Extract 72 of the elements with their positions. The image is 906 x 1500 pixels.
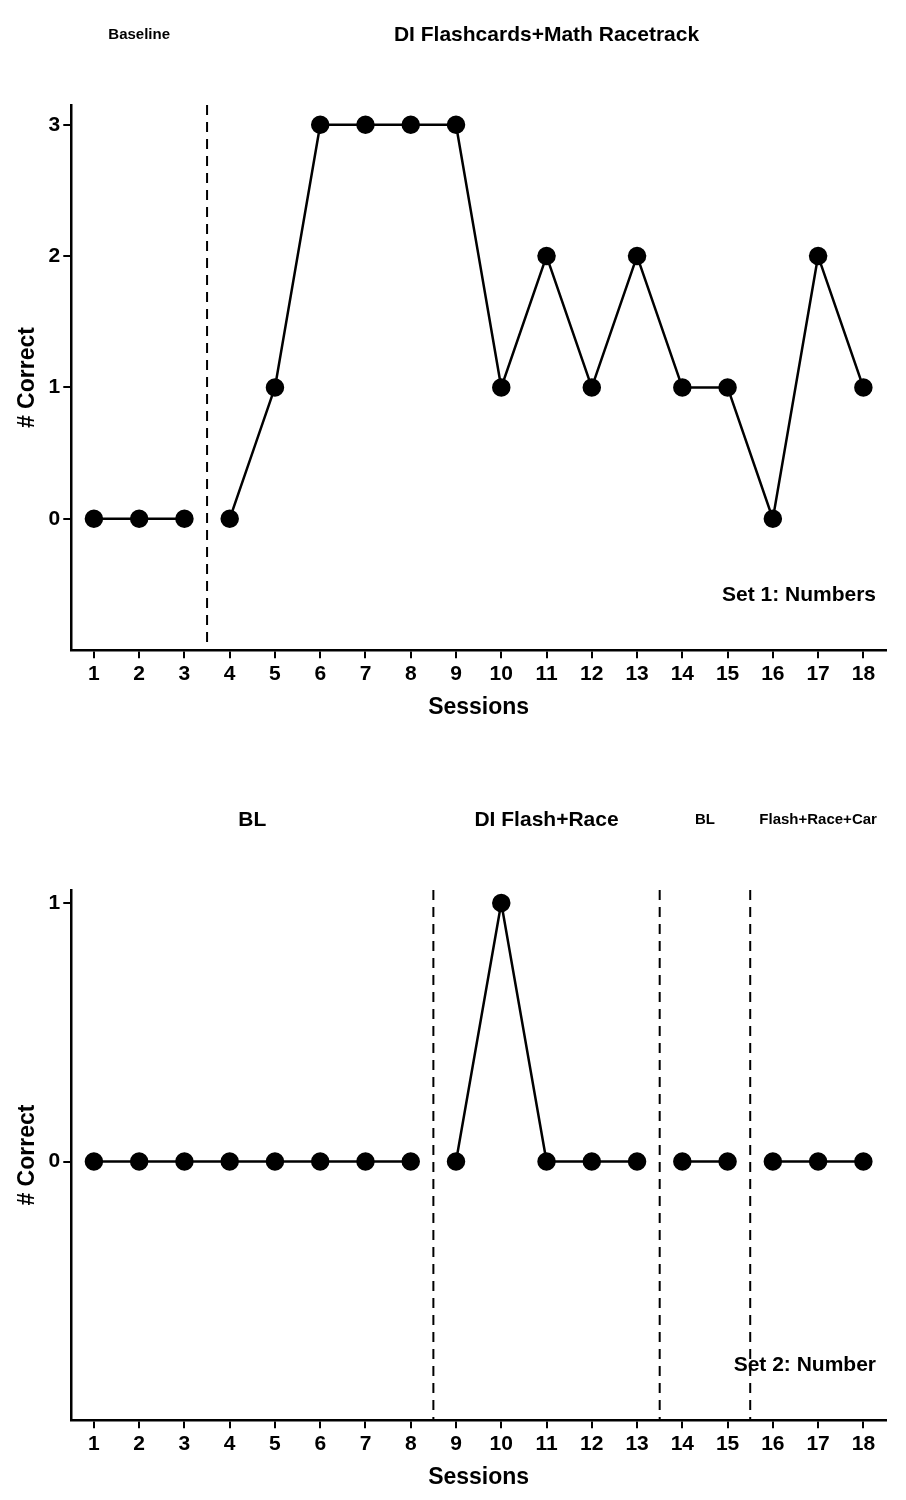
x-tick-label: 17: [806, 1430, 830, 1454]
point: [582, 378, 602, 397]
text: DI Flash+Race: [474, 806, 619, 830]
x-tick-label: 14: [670, 1430, 695, 1454]
point: [492, 378, 511, 397]
y-tick-label: 1: [48, 374, 61, 398]
point: [446, 115, 466, 134]
x-tick-label: 7: [359, 660, 372, 684]
y-tick-label: 0: [48, 1148, 61, 1172]
x-axis-title: Sessions: [428, 1462, 530, 1489]
point: [808, 246, 828, 266]
point: [220, 509, 239, 529]
x-tick-label: 3: [178, 660, 191, 684]
x-tick-label: 13: [625, 660, 649, 684]
point: [265, 378, 285, 397]
x-tick-label: 1: [88, 660, 101, 684]
x-tick-label: 5: [269, 660, 282, 684]
y-axis-title: # Correct: [13, 1104, 40, 1206]
x-tick-label: 9: [450, 660, 462, 684]
point: [310, 115, 330, 134]
point: [84, 509, 104, 529]
x-tick-label: 6: [314, 1430, 327, 1454]
x-tick-label: 18: [851, 660, 876, 684]
x-tick-label: 7: [359, 1430, 372, 1454]
y-tick-label: 3: [48, 111, 61, 135]
x-tick-label: 4: [223, 660, 236, 684]
x-tick-label: 15: [715, 1430, 740, 1454]
x-tick-label: 1: [88, 1430, 101, 1454]
x-tick-label: 8: [404, 660, 417, 684]
x-tick-label: 5: [269, 1430, 282, 1454]
point: [763, 509, 783, 529]
x-tick-label: 3: [178, 1430, 191, 1454]
x-tick-label: 11: [535, 1430, 558, 1454]
x-tick-label: 6: [314, 660, 327, 684]
point: [175, 509, 194, 529]
x-tick-label: 2: [133, 1430, 146, 1454]
annotation: Set 1: Numbers: [721, 582, 876, 605]
x-tick-label: 15: [715, 660, 740, 684]
x-axis-title: Sessions: [428, 692, 530, 719]
point: [401, 115, 420, 134]
x-tick-label: 10: [489, 660, 513, 684]
y-tick-label: 0: [48, 505, 61, 529]
x-tick-label: 16: [761, 1430, 785, 1454]
x-tick-label: 4: [223, 1430, 236, 1454]
text: Flash+Race+Car: [759, 810, 878, 828]
x-tick-label: 18: [851, 1430, 876, 1454]
point: [129, 509, 149, 529]
text: BL: [238, 806, 267, 830]
x-tick-label: 13: [625, 1430, 649, 1454]
x-tick-label: 8: [404, 1430, 417, 1454]
x-tick-label: 11: [535, 660, 558, 684]
point: [673, 378, 692, 397]
text: Baseline: [108, 25, 171, 43]
x-tick-label: 2: [133, 660, 146, 684]
y-axis-title: # Correct: [13, 326, 40, 429]
y-tick-label: 1: [48, 889, 61, 913]
x-tick-label: 12: [580, 660, 604, 684]
point: [356, 115, 375, 134]
text: DI Flashcards+Math Racetrack: [393, 21, 700, 45]
point: [537, 246, 556, 266]
point: [627, 246, 647, 266]
point: [854, 378, 873, 397]
x-tick-label: 9: [450, 1430, 462, 1454]
x-tick-label: 10: [489, 1430, 513, 1454]
x-tick-label: 14: [670, 660, 695, 684]
annotation: Set 2: Number: [733, 1352, 876, 1375]
point: [718, 378, 737, 397]
x-tick-label: 17: [806, 660, 830, 684]
x-tick-label: 12: [580, 1430, 604, 1454]
y-tick-label: 2: [48, 242, 61, 266]
text: BL: [694, 810, 715, 828]
x-tick-label: 16: [761, 660, 785, 684]
